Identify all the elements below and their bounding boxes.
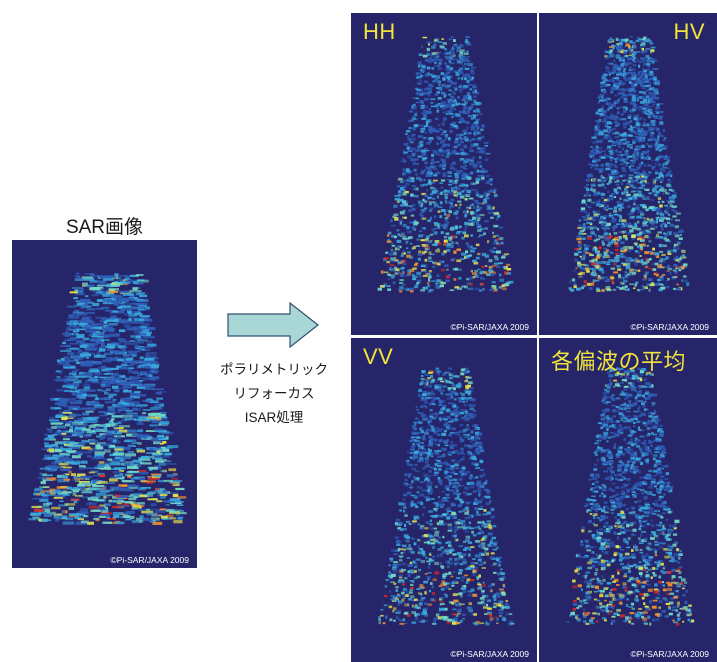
panel-copyright-average: ©Pi-SAR/JAXA 2009 (630, 649, 709, 659)
panel-copyright-hv: ©Pi-SAR/JAXA 2009 (630, 322, 709, 332)
process-line-2: リフォーカス (233, 386, 315, 401)
sar-image-copyright: ©Pi-SAR/JAXA 2009 (110, 555, 189, 565)
isar-heatmap-vv (378, 367, 515, 626)
isar-panel-vv: VV ©Pi-SAR/JAXA 2009 (351, 338, 537, 662)
isar-heatmap-hv (568, 35, 690, 292)
sar-image-heatmap (28, 272, 187, 525)
panel-copyright-hh: ©Pi-SAR/JAXA 2009 (450, 322, 529, 332)
process-arrow (226, 301, 320, 349)
isar-heatmap-hh (377, 35, 514, 293)
process-line-3: ISAR処理 (244, 410, 304, 425)
panel-label-hv: HV (673, 19, 705, 44)
isar-panel-hv: HV ©Pi-SAR/JAXA 2009 (539, 13, 717, 335)
isar-panel-average: 各偏波の平均 ©Pi-SAR/JAXA 2009 (539, 338, 717, 662)
isar-panel-hh: HH ©Pi-SAR/JAXA 2009 (351, 13, 537, 335)
panel-label-hh: HH (363, 19, 396, 44)
process-line-1: ポラリメトリック (220, 362, 328, 377)
panel-label-vv: VV (363, 344, 394, 369)
sar-image-title: SAR画像 (65, 217, 144, 238)
sar-image-panel: ©Pi-SAR/JAXA 2009 (12, 240, 197, 568)
panel-label-average: 各偏波の平均 (551, 349, 687, 374)
isar-heatmap-average (566, 367, 695, 626)
panel-copyright-vv: ©Pi-SAR/JAXA 2009 (450, 649, 529, 659)
process-description: ポラリメトリック リフォーカス ISAR処理 (214, 358, 334, 430)
